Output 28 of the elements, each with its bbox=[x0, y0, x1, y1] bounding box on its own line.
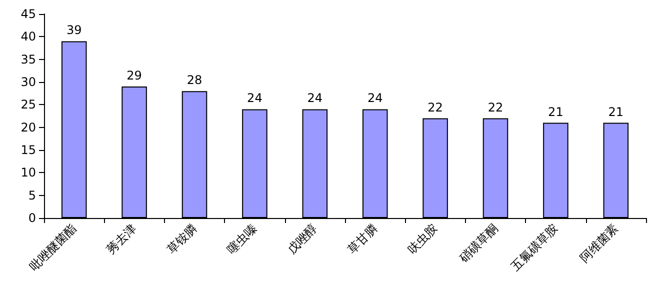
x-tick-label: 草甘膦 bbox=[344, 221, 380, 256]
x-tick-label: 草铵膦 bbox=[164, 221, 200, 256]
y-tick-label: 35 bbox=[20, 52, 36, 66]
data-label: 21 bbox=[548, 104, 564, 119]
data-label: 24 bbox=[307, 91, 323, 106]
x-tick-label: 五氟磺草胺 bbox=[508, 221, 561, 274]
data-label: 24 bbox=[247, 91, 262, 106]
y-tick-label: 20 bbox=[20, 120, 36, 134]
x-tick-label: 阿维菌素 bbox=[577, 221, 621, 265]
x-tick-label: 呋虫胺 bbox=[404, 221, 440, 256]
data-label: 24 bbox=[367, 91, 383, 106]
y-tick-label: 10 bbox=[20, 166, 36, 180]
x-tick-label: 噻虫嗪 bbox=[224, 221, 260, 256]
x-tick-label: 戊唑醇 bbox=[284, 221, 320, 256]
data-label: 21 bbox=[608, 104, 624, 119]
data-label: 22 bbox=[488, 100, 504, 114]
data-label: 39 bbox=[66, 23, 82, 38]
x-tick-label: 硝磺草酮 bbox=[456, 221, 500, 266]
y-tick-label: 15 bbox=[20, 143, 36, 157]
y-tick-label: 5 bbox=[28, 188, 36, 202]
y-tick-label: 40 bbox=[20, 30, 36, 44]
y-tick-label: 30 bbox=[20, 75, 36, 89]
data-label: 28 bbox=[186, 73, 202, 88]
data-label: 22 bbox=[428, 100, 443, 114]
y-tick-label: 25 bbox=[20, 98, 36, 112]
data-label: 29 bbox=[126, 68, 142, 83]
x-tick-label: 莠去津 bbox=[104, 221, 140, 256]
y-tick-label: 45 bbox=[20, 7, 36, 21]
